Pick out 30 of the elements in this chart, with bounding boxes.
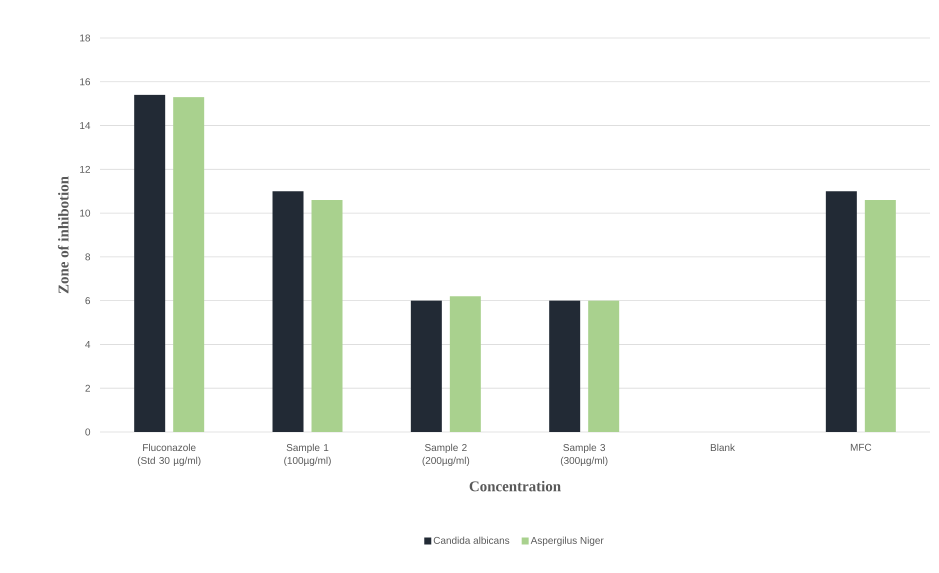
bar <box>450 296 481 432</box>
y-tick-label: 10 <box>80 210 90 217</box>
x-tick-label: Fluconazole (Std 30 µg/ml) <box>138 444 200 466</box>
y-tick-label: 4 <box>85 341 90 348</box>
y-axis-title: Zone of inhibotion <box>58 176 69 294</box>
legend-label: Candida albicans <box>434 536 510 544</box>
x-tick-label: Sample 2 (200µg/ml) <box>422 444 470 466</box>
legend-label: Aspergilus Niger <box>530 536 604 546</box>
x-axis-title: Concentration <box>470 480 561 492</box>
x-tick-label: Blank <box>710 444 735 452</box>
bar <box>549 300 580 432</box>
bar <box>826 191 857 432</box>
bar <box>272 191 304 432</box>
bar <box>173 97 204 432</box>
x-tick-label: MFC <box>850 444 872 451</box>
y-tick-label: 14 <box>80 122 90 129</box>
bar <box>410 300 442 432</box>
bar <box>134 94 166 432</box>
y-tick-label: 0 <box>85 428 90 436</box>
bar <box>312 200 343 432</box>
y-tick-label: 6 <box>85 297 90 304</box>
y-tick-label: 18 <box>80 34 90 42</box>
x-tick-label: Sample 1 (100µg/ml) <box>284 444 331 466</box>
bar <box>864 200 896 432</box>
y-tick-label: 8 <box>85 253 90 260</box>
y-tick-label: 2 <box>85 384 90 392</box>
y-tick-label: 16 <box>80 78 90 86</box>
x-tick-label: Sample 3 (300µg/ml) <box>560 444 608 466</box>
y-tick-label: 12 <box>80 166 90 173</box>
bar <box>588 300 620 432</box>
